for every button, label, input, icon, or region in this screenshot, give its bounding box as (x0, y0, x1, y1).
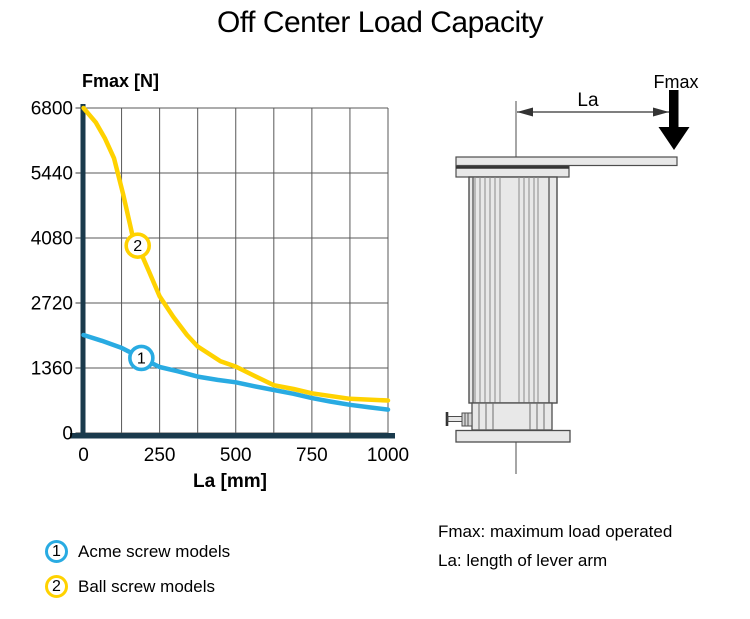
y-tick-label: 6800 (31, 99, 73, 120)
notes: Fmax: maximum load operated La: length o… (438, 517, 672, 575)
motor-housing (471, 402, 553, 431)
x-tick-label: 750 (296, 445, 328, 466)
legend-label-acme: Acme screw models (78, 541, 231, 561)
dimension-arrow-right-icon (653, 107, 669, 117)
note-fmax: Fmax: maximum load operated (438, 522, 673, 541)
y-tick-label: 5440 (31, 164, 73, 185)
curve-marker-number-1: 1 (137, 351, 146, 368)
x-tick-label: 500 (220, 445, 252, 466)
curve-marker-number-2: 2 (133, 238, 142, 255)
legend-label-ball: Ball screw models (78, 576, 215, 596)
power-connector (445, 412, 473, 427)
y-tick-label: 4080 (31, 229, 73, 250)
x-tick-label: 0 (78, 445, 89, 466)
legend-item-acme: 1 Acme screw models (45, 540, 230, 563)
x-axis-label: La [mm] (193, 471, 267, 492)
column-groove-lines (474, 177, 539, 403)
legend-item-ball: 2 Ball screw models (45, 575, 230, 598)
y-axis-label: Fmax [N] (82, 71, 159, 91)
curve-markers: 12 (124, 232, 155, 372)
curve-marker-2 (124, 232, 152, 259)
la-dimension-label: La (577, 90, 599, 111)
motor-housing-lines (478, 403, 545, 430)
chart-title: Off Center Load Capacity (217, 6, 543, 39)
tick-labels: 0 1360 2720 4080 5440 6800 0 250 500 750 1000 (31, 99, 409, 466)
x-tick-label: 1000 (367, 445, 409, 466)
y-axis-line (80, 104, 86, 439)
column-body (468, 176, 558, 404)
top-plate (455, 156, 678, 167)
x-axis-line (70, 433, 395, 439)
base-plate (455, 429, 571, 443)
legend-marker-1: 1 (45, 540, 68, 563)
series-curve-2 (81, 105, 391, 403)
axis-ticks (75, 107, 81, 434)
curve-marker-1 (128, 344, 155, 372)
y-tick-label: 1360 (31, 359, 73, 380)
fmax-arrow-shaft-icon (669, 90, 679, 128)
dimension-arrow-left-icon (517, 107, 533, 117)
y-tick-label: 2720 (31, 294, 73, 315)
lifting-column-diagram: La Fmax (445, 72, 699, 474)
fmax-force-label: Fmax (654, 72, 699, 92)
legend-marker-2: 2 (45, 575, 68, 598)
y-tick-label: 0 (62, 424, 73, 445)
fmax-arrow-head-icon (658, 127, 690, 150)
legend: 1 Acme screw models 2 Ball screw models (45, 540, 230, 610)
x-tick-label: 250 (144, 445, 176, 466)
note-la: La: length of lever arm (438, 551, 608, 570)
